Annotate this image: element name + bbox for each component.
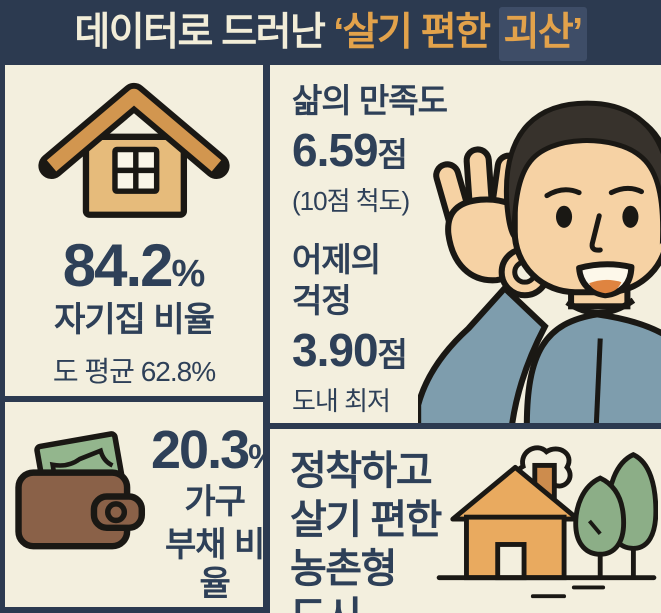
city-line-2: 살기 편한 <box>290 497 442 542</box>
page-title-prefix: 데이터로 드러난 <box>74 11 326 54</box>
debt-label-line2: 부채 비율 <box>165 525 263 603</box>
housing-comparison: 도 평균 62.8% <box>52 356 216 388</box>
debt-value: 20.3 <box>151 420 250 480</box>
worry-rank-note: 도내 최저 <box>292 385 391 416</box>
satisfaction-value: 6.59 <box>292 124 379 177</box>
header-bar: 데이터로 드러난 ‘살기 편한 괴산’ <box>0 0 661 65</box>
worry-label-line1: 어제의 <box>292 241 381 279</box>
city-line-1: 정착하고 <box>290 449 433 493</box>
housing-unit: % <box>171 253 206 295</box>
satisfaction-scale-note: (10점 척도) <box>292 186 410 217</box>
worry-label-line2: 걱정 <box>292 281 352 319</box>
satisfaction-unit: 점 <box>377 136 408 174</box>
housing-value: 84.2 <box>62 232 174 299</box>
worry-value: 3.90 <box>292 323 379 376</box>
debt-unit: % <box>248 438 263 476</box>
city-line-3: 농촌형 <box>290 546 397 591</box>
village-house-trees-illustration <box>436 445 658 599</box>
panel-city: 정착하고 살기 편한 농촌형 도시 <box>270 429 661 613</box>
debt-label-line1: 가구 <box>184 482 246 521</box>
page-title: 데이터로 드러난 ‘살기 편한 괴산’ <box>74 7 587 61</box>
worry-value-line: 3.90점 <box>292 327 447 373</box>
panel-debt: 20.3% 가구 부채 비율 도 평균 39.1% <box>5 402 263 607</box>
man-ok-gesture-illustration <box>418 100 661 423</box>
satisfaction-value-line: 6.59점 <box>292 127 447 173</box>
wallet-icon <box>15 431 146 550</box>
panel-housing: 84.2% 자기집 비율 도 평균 62.8% <box>5 65 263 396</box>
page-title-highlight-box: 괴산’ <box>498 7 587 61</box>
housing-label: 자기집 비율 <box>54 301 215 339</box>
house-icon <box>38 82 230 218</box>
debt-value-line: 20.3% <box>151 422 263 479</box>
panel-satisfaction: 삶의 만족도 6.59점 (10점 척도) 어제의 걱정 3.90점 도내 최저 <box>270 65 661 423</box>
housing-value-line: 84.2% <box>5 234 263 297</box>
worry-unit: 점 <box>377 335 408 373</box>
page-title-accent: ‘살기 편한 <box>333 11 491 54</box>
city-line-4: 도시 <box>290 593 441 613</box>
satisfaction-label: 삶의 만족도 <box>292 82 448 119</box>
